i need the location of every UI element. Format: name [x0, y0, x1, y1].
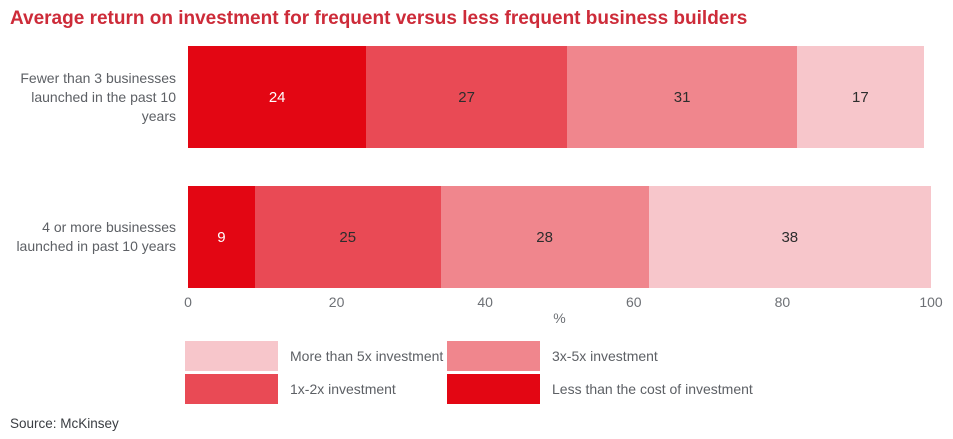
legend-swatch: [447, 374, 540, 404]
x-axis-tick-label: 40: [477, 294, 493, 310]
x-axis-tick-label: 60: [626, 294, 642, 310]
legend-label: More than 5x investment: [290, 348, 444, 364]
bar-segment: 28: [440, 186, 649, 288]
legend-label: Less than the cost of investment: [552, 381, 753, 397]
legend-item: Less than the cost of investment: [447, 374, 753, 404]
x-axis: 0 20 40 60 80 100: [184, 294, 943, 310]
legend-label: 3x-5x investment: [552, 348, 658, 364]
bar-row: Fewer than 3 businesses launched in the …: [0, 46, 931, 148]
segment-value-label: 28: [536, 228, 553, 246]
segment-value-label: 17: [852, 88, 869, 106]
x-axis-tick-label: 20: [328, 294, 345, 310]
legend-swatch: [185, 374, 278, 404]
bar-segment: 31: [566, 46, 798, 148]
bar-segment: 25: [254, 186, 441, 288]
source-note: Source: McKinsey: [10, 416, 119, 431]
bar-row: 4 or more businesses launched in past 10…: [0, 186, 931, 288]
x-axis-tick-label: 100: [919, 294, 943, 310]
x-axis-unit-label: %: [553, 310, 566, 326]
category-label: 4 or more businesses launched in past 10…: [16, 219, 176, 254]
legend-label: 1x-2x investment: [290, 381, 396, 397]
segment-value-label: 31: [673, 88, 691, 106]
bar-segment: 27: [366, 46, 567, 148]
segment-value-label: 24: [268, 88, 286, 106]
segment-value-label: 38: [781, 228, 799, 246]
legend-item: 1x-2x investment: [185, 374, 447, 404]
legend-item: More than 5x investment: [185, 341, 447, 371]
bar-segment: 17: [797, 46, 924, 148]
x-axis-tick-label: 80: [774, 294, 791, 310]
segment-value-label: 25: [339, 228, 357, 246]
stacked-bar: 9 25 28 38: [188, 186, 931, 288]
legend-item: 3x-5x investment: [447, 341, 753, 371]
bar-segment: 9: [188, 186, 255, 288]
x-axis-tick-label: 0: [184, 294, 192, 310]
segment-value-label: 27: [458, 88, 475, 106]
chart-legend: More than 5x investment 3x-5x investment 1…: [185, 341, 753, 404]
stacked-bar: 24 27 31 17: [188, 46, 931, 148]
bar-segment: 38: [648, 186, 931, 288]
segment-value-label: 9: [217, 228, 226, 246]
category-label: Fewer than 3 businesses launched in the …: [20, 69, 176, 124]
stacked-bar-chart: Fewer than 3 businesses launched in the …: [0, 46, 931, 326]
legend-swatch: [447, 341, 540, 371]
legend-swatch: [185, 341, 278, 371]
bar-segment: 24: [188, 46, 367, 148]
chart-title: Average return on investment for frequen…: [10, 8, 748, 29]
